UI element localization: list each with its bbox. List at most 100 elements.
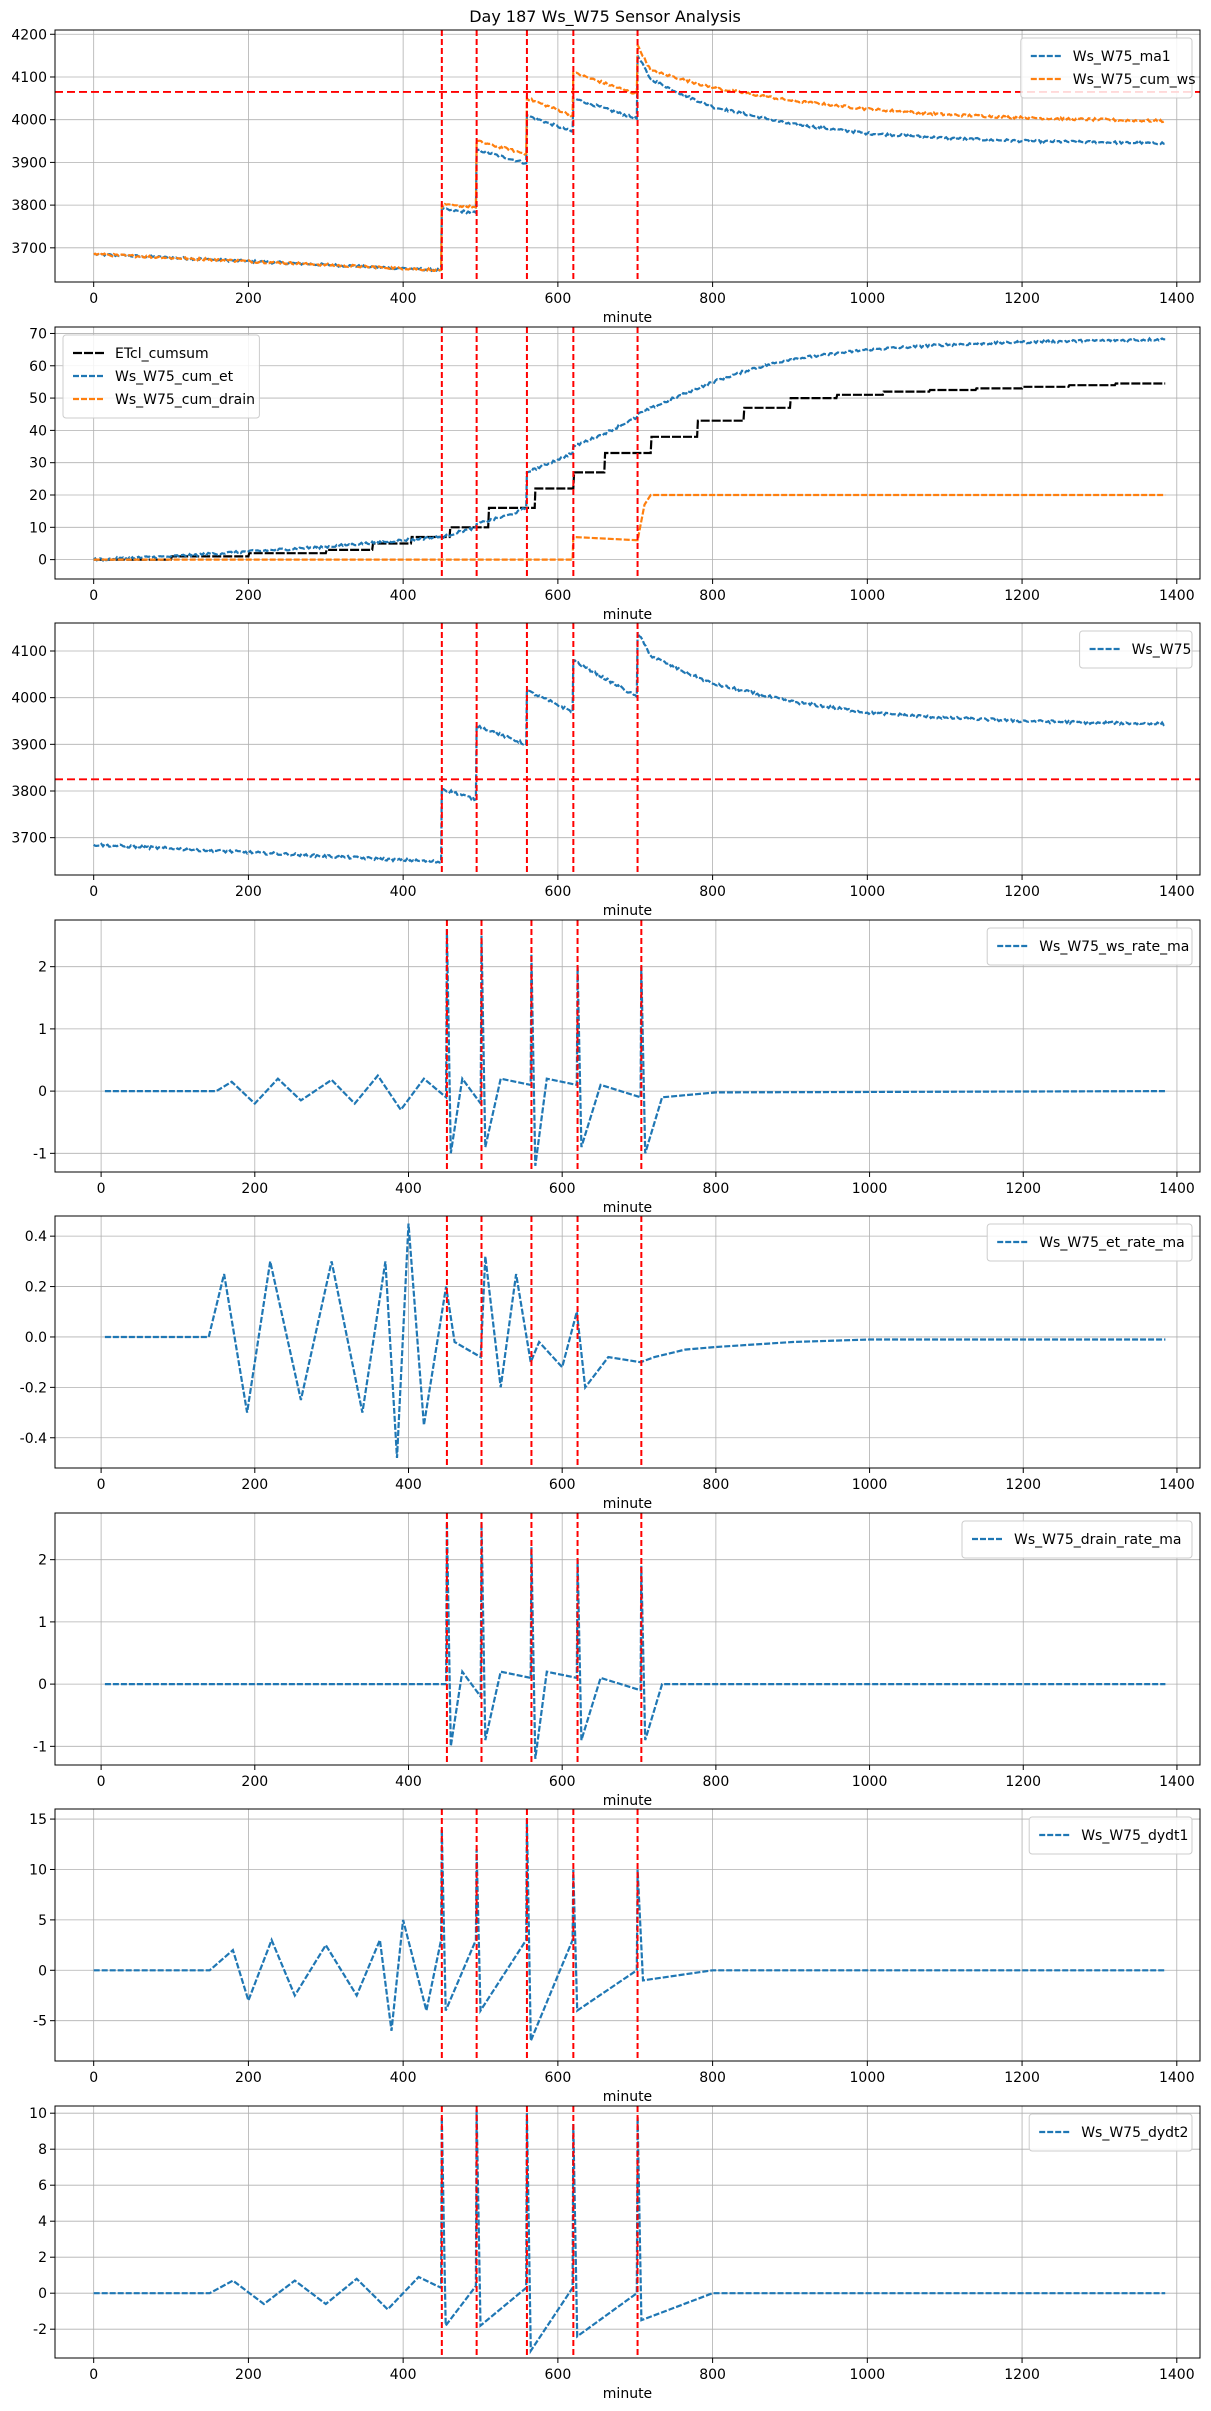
y-tick-label: 3900 [11, 737, 47, 753]
y-tick-label: -0.4 [20, 1431, 47, 1447]
series-line-Ws_W75_drain_rate_ma [104, 1522, 1166, 1759]
x-tick-label: 800 [699, 2367, 726, 2383]
x-tick-label: 0 [89, 884, 98, 900]
legend: ETcl_cumsum Ws_W75_cum_et Ws_W75_cum_drain [62, 334, 260, 419]
y-tick-label: 20 [29, 488, 47, 504]
legend: Ws_W75_et_rate_ma [986, 1223, 1193, 1262]
y-tick-label: 0 [38, 1677, 47, 1693]
x-tick-label: 200 [241, 1477, 268, 1493]
series-line-Ws_W75_et_rate_ma [104, 1223, 1166, 1458]
y-tick-label: 10 [29, 1862, 47, 1878]
x-tick-label: 0 [97, 1774, 106, 1790]
series-line-Ws_W75_dydt1 [93, 1819, 1166, 2042]
y-tick-label: -1 [33, 1146, 47, 1162]
subplot-1: 0 200 400 600 800 1000 1200 1400 3700 3800 3900 400… [11, 27, 1201, 326]
y-tick-label: 0.2 [25, 1280, 47, 1296]
y-tick-label: 3800 [11, 198, 47, 214]
x-axis-label: minute [603, 1496, 652, 1512]
figure-title: Day 187 Ws_W75 Sensor Analysis [469, 7, 741, 27]
subplot-6: 0 200 400 600 800 1000 1200 1400 -1 0 1 2 minute Ws_W… [33, 1512, 1201, 1809]
y-tick-label: 3700 [11, 241, 47, 257]
x-tick-label: 1200 [1004, 588, 1040, 604]
x-tick-label: 0 [97, 1181, 106, 1197]
x-tick-label: 800 [699, 884, 726, 900]
x-tick-label: 1400 [1159, 1181, 1195, 1197]
x-tick-label: 200 [235, 2367, 262, 2383]
y-tick-label: 3900 [11, 155, 47, 171]
x-axis-label: minute [603, 1200, 652, 1216]
x-tick-label: 400 [390, 2070, 417, 2086]
y-tick-label: 4 [38, 2214, 47, 2230]
series-line-Ws_W75 [93, 631, 1166, 864]
x-tick-label: 1200 [1005, 1477, 1041, 1493]
x-tick-label: 1400 [1159, 2367, 1195, 2383]
subplot-8: 0 200 400 600 800 1000 1200 1400 -2 0 2 4 6 8 10 minute… [29, 2105, 1201, 2402]
legend-entry: Ws_W75_cum_et [115, 369, 234, 385]
y-tick-label: 4100 [11, 644, 47, 660]
y-tick-label: 40 [29, 423, 47, 439]
y-tick-label: -5 [33, 2014, 47, 2030]
legend: Ws_W75_dydt2 [1028, 2113, 1193, 2152]
legend: Ws_W75_dydt1 [1028, 1816, 1193, 1855]
x-tick-label: 1400 [1159, 1477, 1195, 1493]
y-tick-label: 50 [29, 391, 47, 407]
y-tick-label: 0.0 [25, 1330, 47, 1346]
y-tick-label: 4200 [11, 27, 47, 43]
x-tick-label: 600 [545, 884, 572, 900]
series-line-Ws_W75_dydt2 [93, 2109, 1166, 2355]
y-tick-label: 2 [38, 2250, 47, 2266]
x-tick-label: 1200 [1004, 884, 1040, 900]
x-tick-label: 600 [545, 588, 572, 604]
y-tick-label: 30 [29, 456, 47, 472]
x-tick-label: 600 [549, 1774, 576, 1790]
x-tick-label: 400 [395, 1181, 422, 1197]
x-tick-label: 400 [390, 291, 417, 307]
x-tick-label: 1200 [1004, 291, 1040, 307]
x-tick-label: 200 [235, 2070, 262, 2086]
x-tick-label: 1000 [850, 588, 886, 604]
series-line-Ws_W75_cum_ws [93, 44, 1166, 273]
y-tick-label: 1 [38, 1022, 47, 1038]
legend-entry: Ws_W75_ws_rate_ma [1039, 939, 1189, 955]
x-tick-label: 400 [390, 884, 417, 900]
y-tick-label: 3700 [11, 831, 47, 847]
y-tick-label: 4000 [11, 691, 47, 707]
legend: Ws_W75_ma1 Ws_W75_cum_ws [1020, 37, 1196, 99]
x-tick-label: 600 [545, 2367, 572, 2383]
x-tick-label: 800 [703, 1477, 730, 1493]
x-axis-label: minute [603, 903, 652, 919]
x-axis-label: minute [603, 2089, 652, 2105]
y-tick-label: 1 [38, 1615, 47, 1631]
x-tick-label: 1400 [1159, 588, 1195, 604]
series-line-Ws_W75_ws_rate_ma [104, 929, 1166, 1166]
series-line-Ws_W75_cum_et [93, 336, 1166, 563]
x-tick-label: 0 [89, 2367, 98, 2383]
x-tick-label: 0 [89, 2070, 98, 2086]
y-tick-label: 5 [38, 1913, 47, 1929]
x-tick-label: 200 [235, 588, 262, 604]
x-tick-label: 1400 [1159, 291, 1195, 307]
x-axis-label: minute [603, 1793, 652, 1809]
axes-frame [54, 1512, 1201, 1766]
x-axis-label: minute [603, 2386, 652, 2402]
x-tick-label: 1400 [1159, 2070, 1195, 2086]
axes-frame [54, 29, 1201, 283]
x-tick-label: 400 [390, 2367, 417, 2383]
x-tick-label: 0 [89, 291, 98, 307]
x-tick-label: 600 [545, 2070, 572, 2086]
legend-entry: Ws_W75_dydt1 [1081, 1828, 1188, 1844]
y-tick-label: 2 [38, 960, 47, 976]
x-tick-label: 1000 [850, 2367, 886, 2383]
x-tick-label: 1000 [850, 291, 886, 307]
legend: Ws_W75_drain_rate_ma [961, 1520, 1193, 1559]
y-tick-label: 3800 [11, 784, 47, 800]
subplot-2: 0 200 400 600 800 1000 1200 1400 0 10 20 30 40 50 60 70… [29, 326, 1201, 623]
x-tick-label: 800 [699, 2070, 726, 2086]
y-tick-label: 70 [29, 326, 47, 342]
axes-frame [54, 622, 1201, 876]
axes-frame [54, 1215, 1201, 1469]
y-tick-label: 0 [38, 1963, 47, 1979]
y-tick-label: 15 [29, 1812, 47, 1828]
